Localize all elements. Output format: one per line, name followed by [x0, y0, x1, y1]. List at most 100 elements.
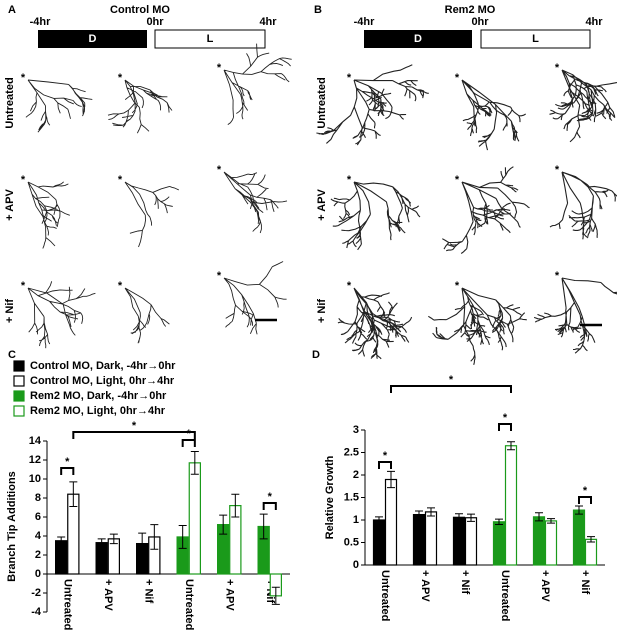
- y-tick-label: 4: [35, 530, 42, 542]
- bar: [107, 538, 120, 575]
- dark-phase: [38, 30, 147, 48]
- x-tick-label: Untreated: [61, 579, 73, 630]
- row-label: Untreated: [316, 77, 328, 128]
- error-bar: [375, 516, 383, 524]
- neuron-arbor: [27, 281, 96, 349]
- soma-marker: *: [347, 174, 352, 186]
- significance-label: *: [383, 450, 388, 462]
- neuron-arbor: [107, 79, 173, 134]
- error-bar: [387, 470, 395, 489]
- bar: [532, 516, 546, 566]
- error-bar: [57, 536, 66, 546]
- soma-marker: *: [455, 72, 460, 84]
- x-tick-label: Untreated: [379, 570, 391, 621]
- significance-label: *: [187, 428, 192, 440]
- neuron-arbor: [124, 287, 170, 344]
- soma-marker: *: [555, 270, 560, 282]
- significance-bracket: [390, 385, 512, 393]
- y-tick-label: 0: [353, 559, 359, 571]
- bar: [584, 538, 598, 566]
- bar: [504, 445, 518, 566]
- y-tick-label: 6: [35, 511, 41, 523]
- legend-swatch: [13, 360, 25, 372]
- soma-marker: *: [555, 164, 560, 176]
- y-axis-label: Branch Tip Additions: [6, 471, 18, 582]
- light-phase: [154, 29, 266, 49]
- light-phase: [480, 29, 591, 49]
- y-tick-label: 10: [29, 473, 41, 485]
- x-tick-label: Untreated: [499, 570, 511, 621]
- significance-bracket: [60, 467, 75, 475]
- neuron-arbor: [223, 43, 292, 125]
- y-tick-label: 3: [353, 424, 359, 436]
- x-tick-label: + APV: [539, 570, 551, 602]
- error-bar: [271, 586, 280, 605]
- x-tick-label: + Nif: [459, 570, 471, 594]
- bar: [424, 511, 438, 566]
- legend-label: Rem2 MO, Dark, -4hr→0hr: [30, 390, 167, 402]
- panel-title: Control MO: [110, 4, 170, 16]
- neuron-arbor: [330, 181, 421, 251]
- time-label: 0hr: [146, 16, 164, 28]
- soma-marker: *: [455, 174, 460, 186]
- row-label: Untreated: [4, 77, 16, 128]
- dark-phase: [364, 30, 472, 48]
- soma-marker: *: [21, 72, 26, 84]
- phase-label: L: [207, 33, 214, 45]
- x-tick-label: + Nif: [142, 579, 154, 603]
- neuron-arbor: [442, 166, 530, 254]
- neuron-arbor: [25, 79, 93, 133]
- row-label: + Nif: [316, 299, 328, 323]
- soma-marker: *: [118, 280, 123, 292]
- bar: [372, 519, 386, 566]
- bar: [384, 478, 398, 566]
- panel-letter: A: [8, 4, 16, 16]
- soma-marker: *: [21, 174, 26, 186]
- y-tick-label: 0: [35, 568, 41, 580]
- neuron-arbor: [533, 277, 617, 354]
- bar: [95, 542, 108, 575]
- significance-label: *: [583, 485, 588, 497]
- y-tick-label: 8: [35, 492, 41, 504]
- y-tick-label: 2: [353, 469, 359, 481]
- error-bar: [587, 536, 595, 543]
- bar: [544, 520, 558, 566]
- bar: [188, 462, 201, 575]
- error-bar: [190, 450, 199, 475]
- y-tick-label: 14: [29, 435, 42, 447]
- bar: [572, 509, 586, 566]
- y-tick-label: -2: [31, 587, 41, 599]
- soma-marker: *: [217, 164, 222, 176]
- legend-swatch: [13, 375, 25, 387]
- legend-label: Control MO, Light, 0hr→4hr: [30, 375, 175, 387]
- significance-bracket: [181, 439, 196, 447]
- soma-marker: *: [347, 280, 352, 292]
- legend-swatch: [13, 390, 25, 402]
- significance-label: *: [449, 374, 454, 386]
- error-bar: [150, 524, 159, 550]
- error-bar: [259, 513, 268, 540]
- soma-marker: *: [21, 280, 26, 292]
- error-bar: [69, 481, 78, 508]
- significance-bracket: [378, 461, 392, 469]
- x-tick-label: + Nif: [579, 570, 591, 594]
- neuron-arbor: [461, 79, 526, 151]
- y-tick-label: 12: [29, 454, 41, 466]
- panel-letter: C: [8, 349, 16, 361]
- neuron-arbor: [223, 171, 288, 234]
- legend-label: Rem2 MO, Light, 0hr→4hr: [30, 405, 166, 417]
- phase-label: L: [532, 33, 539, 45]
- time-label: 4hr: [585, 16, 603, 28]
- y-axis-label: Relative Growth: [324, 455, 336, 539]
- soma-marker: *: [217, 62, 222, 74]
- significance-label: *: [65, 456, 70, 468]
- bar: [54, 540, 68, 575]
- bar: [492, 521, 506, 566]
- soma-marker: *: [118, 174, 123, 186]
- soma-marker: *: [118, 72, 123, 84]
- soma-marker: *: [217, 270, 222, 282]
- significance-label: *: [132, 420, 137, 432]
- error-bar: [138, 532, 147, 555]
- error-bar: [455, 513, 463, 522]
